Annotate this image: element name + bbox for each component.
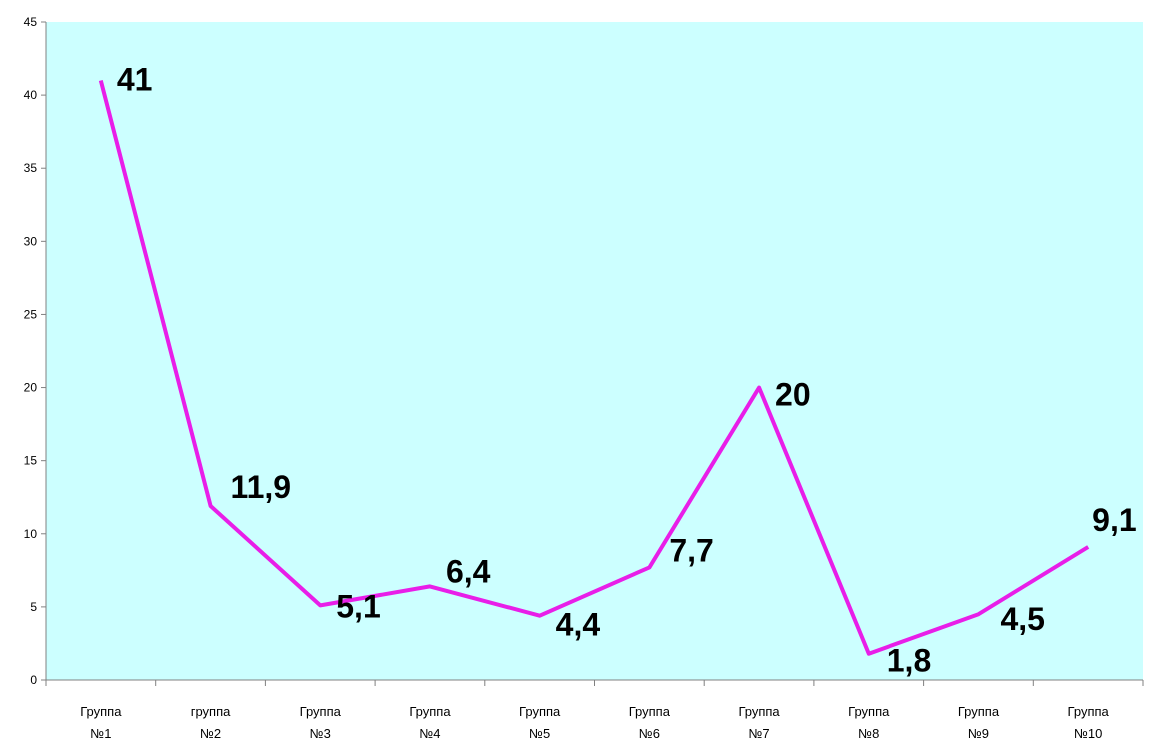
- y-tick-label: 45: [24, 15, 38, 29]
- x-axis-ticks: Группа №1 группа №2 Группа №3 Группа №4 Группа №5…: [45, 680, 1144, 741]
- plot-area: [46, 22, 1143, 680]
- data-label: 11,9: [231, 469, 292, 505]
- y-tick-label: 15: [24, 454, 38, 468]
- y-tick-label: 35: [24, 161, 38, 175]
- y-axis-ticks: 0 5 10 15 20 25 30 35 40 45: [24, 15, 46, 687]
- data-label: 1,8: [887, 643, 931, 679]
- x-tick-label: Группа №5: [519, 704, 561, 741]
- x-tick-label: Группа №3: [300, 704, 342, 741]
- y-tick-label: 40: [24, 88, 38, 102]
- data-label: 6,4: [446, 553, 491, 589]
- x-tick-label: Группа №1: [80, 704, 122, 741]
- x-tick-label: Группа №6: [629, 704, 671, 741]
- x-tick-label: группа №2: [191, 704, 231, 741]
- data-label: 5,1: [336, 588, 380, 624]
- y-tick-label: 10: [24, 527, 38, 541]
- data-label: 9,1: [1092, 502, 1136, 538]
- y-tick-label: 0: [30, 673, 37, 687]
- data-label: 4,5: [1000, 601, 1044, 637]
- y-tick-label: 25: [24, 307, 38, 321]
- x-tick-label: Группа №9: [958, 704, 1000, 741]
- data-labels: 41 11,9 5,1 6,4 4,4 7,7 20 1,8 4,5 9,1: [117, 61, 1137, 678]
- series-line: [98, 80, 1090, 656]
- x-tick-label: Группа №10: [1068, 704, 1110, 741]
- data-label: 41: [117, 61, 153, 97]
- y-tick-label: 5: [30, 600, 37, 614]
- x-tick-label: Группа №4: [409, 704, 451, 741]
- x-tick-label: Группа №7: [738, 704, 780, 741]
- y-tick-label: 30: [24, 234, 38, 248]
- data-label: 20: [775, 377, 811, 413]
- x-tick-label: Группа №8: [848, 704, 890, 741]
- data-label: 7,7: [669, 532, 713, 568]
- data-label: 4,4: [556, 607, 601, 643]
- y-tick-label: 20: [24, 381, 38, 395]
